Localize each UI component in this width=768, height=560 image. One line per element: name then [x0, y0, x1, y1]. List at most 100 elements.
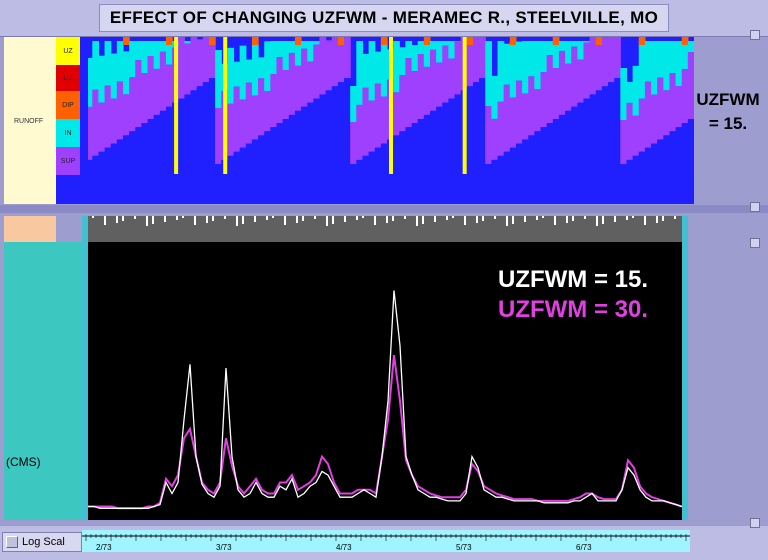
runoff-bar-primary: [380, 143, 388, 204]
runoff-bar-supplemental: [245, 82, 253, 144]
runoff-bar-primary: [239, 147, 247, 204]
runoff-bar-primary: [98, 151, 106, 204]
runoff-spike: [223, 37, 228, 174]
panel-sash[interactable]: [0, 205, 768, 213]
runoff-bar-supplemental: [436, 62, 443, 107]
time-scrollbar[interactable]: 2/73 3/73 4/73 5/73 6/73: [82, 530, 690, 552]
runoff-bar-supplemental: [552, 68, 560, 119]
runoff-bar-primary: [110, 143, 118, 204]
runoff-bar-interflow: [515, 41, 523, 81]
runoff-bar-supplemental: [534, 89, 542, 132]
resize-handle-top[interactable]: [750, 30, 760, 40]
runoff-bar-primary: [129, 131, 136, 204]
runoff-bar-supplemental: [638, 98, 646, 152]
page-title: EFFECT OF CHANGING UZFWM - MERAMEC R., S…: [98, 4, 670, 32]
runoff-bar-primary: [92, 155, 100, 204]
runoff-bar-interflow: [657, 41, 664, 78]
runoff-bar-primary: [479, 78, 486, 204]
runoff-bar-primary: [270, 127, 278, 204]
runoff-bar-primary: [669, 131, 677, 204]
precip-bar: [296, 216, 298, 223]
runoff-bar-supplemental: [331, 23, 339, 87]
uzfwm-side-label: UZFWM = 15.: [688, 88, 768, 136]
runoff-bar-supplemental: [350, 122, 357, 164]
runoff-bar-interflow: [98, 55, 106, 103]
runoff-bar-supplemental: [215, 108, 222, 164]
runoff-bar-direct: [337, 37, 345, 45]
precip-bar: [566, 216, 568, 223]
resize-handle-mid[interactable]: [750, 202, 760, 212]
runoff-bar-primary: [540, 127, 548, 204]
runoff-bar-supplemental: [614, 17, 621, 79]
runoff-bar-interflow: [307, 41, 314, 62]
precip-bar: [326, 216, 328, 226]
precip-bar: [506, 216, 508, 226]
runoff-bar-primary: [141, 123, 149, 204]
runoff-bar-primary: [325, 90, 333, 204]
runoff-bar-supplemental: [110, 98, 118, 144]
runoff-bar-supplemental: [472, 20, 480, 83]
runoff-bar-interflow: [448, 41, 456, 59]
runoff-bar-supplemental: [651, 94, 658, 144]
runoff-bar-supplemental: [632, 115, 640, 156]
runoff-bar-interflow: [153, 41, 161, 69]
runoff-bar-interflow: [558, 41, 566, 51]
runoff-bar-supplemental: [270, 74, 278, 128]
runoff-bar-primary: [528, 135, 535, 204]
precip-bar: [536, 216, 538, 220]
runoff-bar-primary: [534, 131, 542, 204]
runoff-bar-primary: [86, 159, 93, 204]
runoff-bar-interflow: [417, 41, 425, 54]
precip-bar: [422, 216, 424, 224]
runoff-bar-supplemental: [374, 83, 382, 148]
runoff-bar-supplemental: [442, 45, 449, 103]
runoff-bar-supplemental: [540, 72, 548, 128]
runoff-bar-primary: [356, 159, 364, 204]
resize-handle-hydro[interactable]: [750, 238, 760, 248]
runoff-bar-supplemental: [122, 94, 130, 136]
precip-bar: [596, 216, 598, 226]
runoff-bar-supplemental: [687, 52, 695, 119]
runoff-bar-primary: [190, 90, 198, 204]
runoff-bar-primary: [509, 147, 517, 204]
runoff-bar-supplemental: [448, 58, 456, 99]
runoff-bar-supplemental: [515, 80, 523, 144]
runoff-bar-supplemental: [190, 26, 198, 91]
precip-bar: [632, 216, 634, 218]
runoff-bar-primary: [184, 94, 192, 204]
log-scale-toggle[interactable]: Log Scal: [2, 532, 82, 552]
log-scale-checkbox[interactable]: [6, 536, 18, 548]
runoff-bar-direct: [294, 37, 302, 45]
runoff-bar-primary: [399, 131, 407, 204]
runoff-bar-primary: [577, 102, 585, 204]
runoff-bar-primary: [571, 106, 578, 204]
runoff-bar-primary: [282, 119, 290, 204]
runoff-bar-primary: [122, 135, 130, 204]
runoff-bar-supplemental: [423, 66, 431, 115]
precip-bar: [122, 216, 124, 221]
runoff-bar-primary: [350, 164, 357, 204]
runoff-bar-primary: [436, 106, 443, 204]
runoff-bar-interflow: [147, 41, 155, 56]
runoff-bar-supplemental: [454, 41, 462, 95]
runoff-bar-interflow: [491, 75, 499, 119]
runoff-bar-direct: [638, 37, 646, 45]
runoff-bar-primary: [276, 123, 284, 204]
runoff-bar-direct: [165, 37, 173, 45]
precip-bar: [476, 216, 478, 223]
runoff-bar-interflow: [215, 50, 222, 108]
runoff-bar-primary: [442, 102, 449, 204]
runoff-bar-direct: [208, 37, 216, 45]
timeline-label: 6/73: [576, 543, 592, 552]
runoff-bar-supplemental: [583, 42, 591, 99]
runoff-bar-primary: [331, 86, 339, 204]
precip-band: [88, 216, 682, 242]
runoff-bar-primary: [485, 164, 492, 204]
runoff-bar-interflow: [485, 41, 492, 106]
runoff-bar-primary: [423, 114, 431, 204]
precip-legend: [4, 216, 56, 242]
precip-bar: [434, 216, 436, 222]
precip-bar: [404, 216, 406, 219]
runoff-bar-direct: [466, 37, 474, 45]
resize-handle-bottom[interactable]: [750, 518, 760, 528]
